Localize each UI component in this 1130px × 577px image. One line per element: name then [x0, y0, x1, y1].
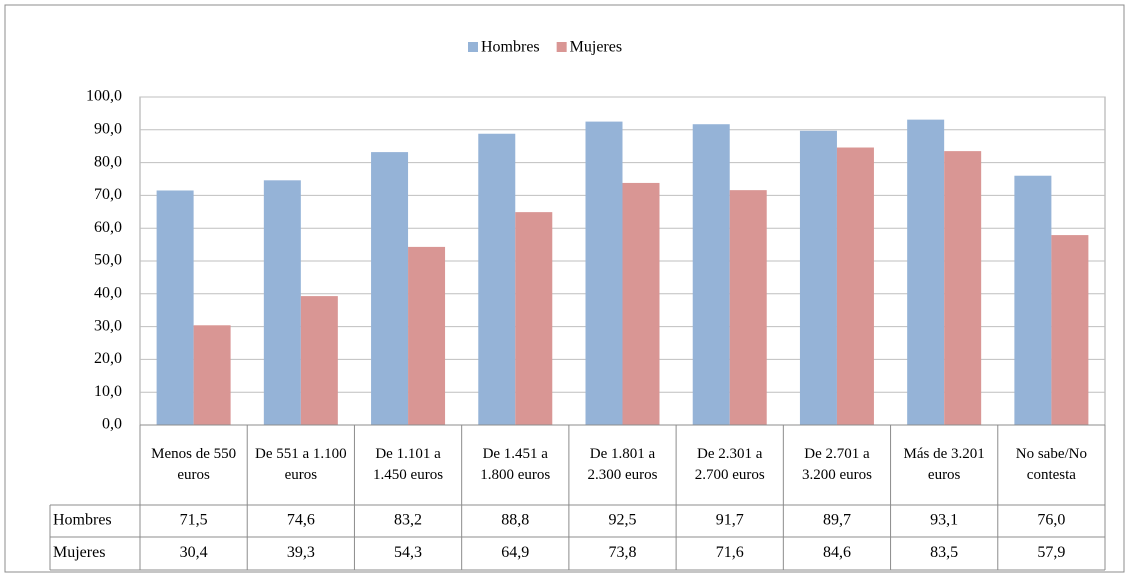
bar — [408, 246, 446, 425]
table-value: 92,5 — [609, 512, 637, 529]
bar — [907, 119, 945, 425]
table-value: 30,4 — [180, 544, 208, 561]
table-value: 57,9 — [1037, 544, 1065, 561]
table-value: 89,7 — [823, 512, 851, 529]
table-value: 93,1 — [930, 512, 958, 529]
table-value: 71,6 — [716, 544, 744, 561]
table-value: 88,8 — [501, 512, 529, 529]
category-label: Más de 3.201 euros — [903, 446, 985, 483]
table-value: 73,8 — [609, 544, 637, 561]
table-value: 83,2 — [394, 512, 422, 529]
y-tick-label: 70,0 — [94, 186, 122, 203]
table-value: 83,5 — [930, 544, 958, 561]
table-value: 64,9 — [501, 544, 529, 561]
category-label: De 1.801 a 2.300 euros — [587, 446, 658, 483]
category-label: Menos de 550 euros — [151, 446, 237, 483]
table-value: 76,0 — [1037, 512, 1065, 529]
table-value: 71,5 — [180, 512, 208, 529]
bar — [300, 296, 338, 425]
legend-label: Hombres — [481, 39, 540, 56]
row-label: Hombres — [53, 512, 112, 529]
y-tick-label: 50,0 — [94, 252, 122, 269]
bar — [585, 121, 623, 425]
bar — [692, 124, 730, 425]
y-tick-label: 40,0 — [94, 284, 122, 301]
bar — [1051, 235, 1089, 425]
y-tick-label: 30,0 — [94, 317, 122, 334]
table-value: 54,3 — [394, 544, 422, 561]
category-label: No sabe/No contesta — [1015, 446, 1087, 483]
bar — [944, 151, 982, 425]
bar — [371, 152, 409, 425]
category-label: De 551 a 1.100 euros — [255, 446, 347, 483]
y-tick-label: 90,0 — [94, 120, 122, 137]
chart-frame — [4, 4, 1125, 573]
bar — [622, 182, 660, 425]
bar — [156, 190, 194, 425]
row-label: Mujeres — [53, 544, 105, 561]
y-tick-label: 10,0 — [94, 383, 122, 400]
bar — [836, 147, 874, 425]
y-tick-label: 20,0 — [94, 350, 122, 367]
bar — [478, 133, 516, 425]
bar — [263, 180, 301, 425]
bar — [729, 190, 767, 425]
y-tick-label: 0,0 — [102, 416, 122, 433]
y-tick-label: 80,0 — [94, 153, 122, 170]
bar — [1014, 175, 1052, 425]
table-value: 74,6 — [287, 512, 315, 529]
table-value: 39,3 — [287, 544, 315, 561]
y-tick-label: 60,0 — [94, 219, 122, 236]
legend-label: Mujeres — [570, 39, 622, 56]
legend-swatch — [468, 42, 478, 52]
table-value: 84,6 — [823, 544, 851, 561]
category-label: De 2.301 a 2.700 euros — [694, 446, 765, 483]
y-tick-label: 100,0 — [86, 88, 122, 105]
category-label: De 1.451 a 1.800 euros — [480, 446, 551, 483]
table-value: 91,7 — [716, 512, 744, 529]
legend-swatch — [556, 42, 567, 52]
bar — [193, 325, 231, 425]
bar — [799, 130, 837, 425]
category-label: De 1.101 a 1.450 euros — [373, 446, 444, 483]
bar — [515, 212, 553, 425]
category-label: De 2.701 a 3.200 euros — [801, 446, 872, 483]
